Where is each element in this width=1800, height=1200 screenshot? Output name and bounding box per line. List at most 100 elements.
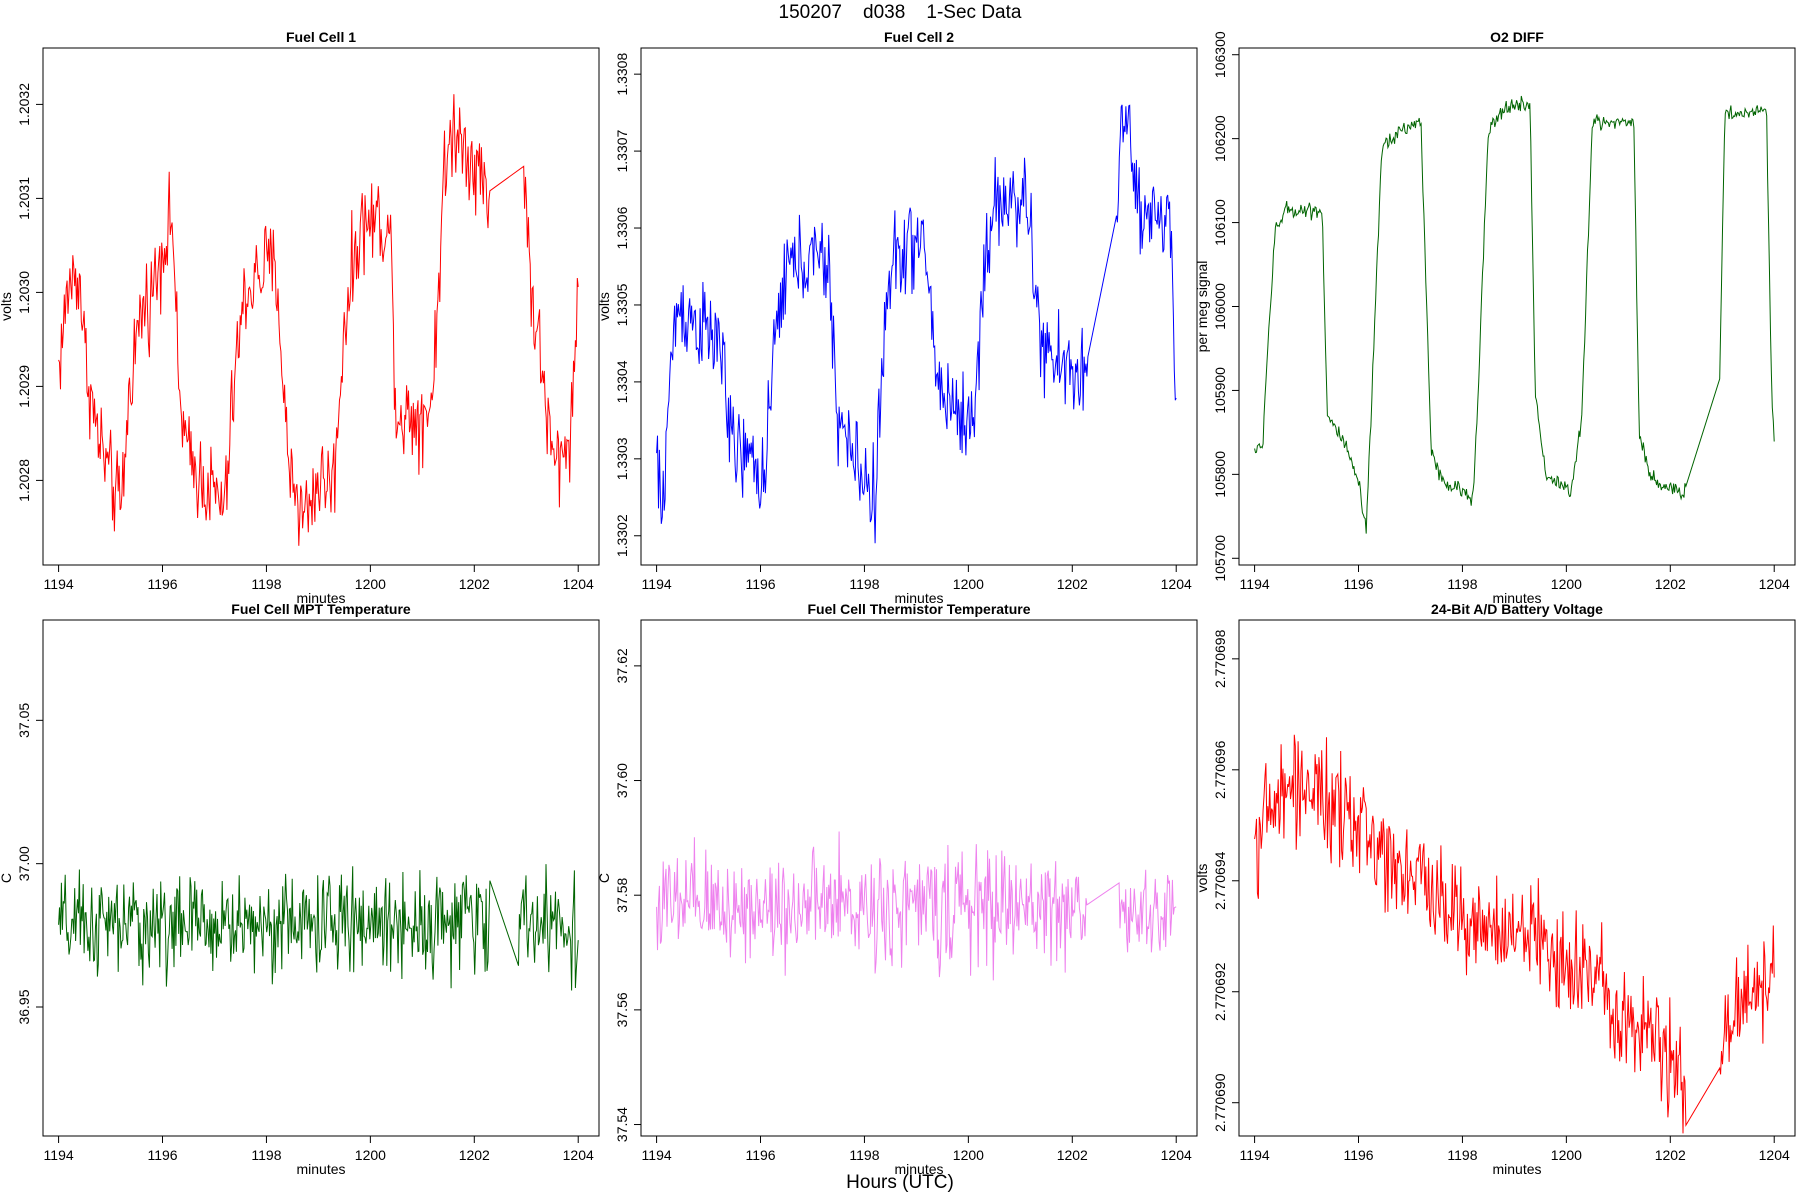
x-tick-label: 1194 [642, 576, 672, 592]
x-tick-label: 1204 [1161, 1147, 1192, 1163]
x-tick-label: 1198 [849, 1147, 879, 1163]
chart-title: Fuel Cell 1 [286, 29, 356, 45]
x-tick-label: 1204 [1759, 576, 1790, 592]
y-tick-label: 2.770696 [1212, 740, 1228, 799]
chart-panel-6: 24-Bit A/D Battery Voltage 1194 1196 1198 12… [1194, 601, 1796, 1177]
x-tick-label: 1200 [953, 1147, 984, 1163]
series-line [1254, 734, 1775, 1134]
x-tick-label: 1204 [1161, 576, 1192, 592]
y-tick-label: 1.3304 [614, 360, 630, 403]
y-tick-label: 1.3306 [614, 206, 630, 249]
y-tick-label: 37.56 [614, 992, 630, 1027]
x-tick-label: 1194 [44, 576, 74, 592]
x-axis-label: minutes [1492, 590, 1541, 606]
chart-title: O2 DIFF [1490, 29, 1544, 45]
y-tick-label: 37.54 [614, 1107, 630, 1142]
plot-frame [42, 47, 600, 566]
x-tick-label: 1196 [147, 576, 177, 592]
chart-panel-4: Fuel Cell MPT Temperature 1194 1196 1198 120… [0, 601, 600, 1177]
y-tick-label: 1.3305 [614, 283, 630, 326]
y-tick-label: 1.3302 [614, 514, 630, 557]
x-tick-label: 1198 [251, 576, 281, 592]
y-tick-label: 105800 [1212, 451, 1228, 498]
y-tick-label: 2.770692 [1212, 962, 1228, 1021]
x-tick-label: 1200 [355, 576, 386, 592]
x-tick-label: 1204 [563, 1147, 594, 1163]
chart-title: Fuel Cell 2 [884, 29, 954, 45]
y-axis-label: volts [0, 292, 14, 321]
y-tick-label: 37.05 [16, 703, 32, 738]
plot-frame [1238, 619, 1796, 1137]
chart-title: Fuel Cell MPT Temperature [231, 601, 411, 617]
chart-panel-2: Fuel Cell 2 1194 1196 1198 1200 1202 1204 minut… [596, 29, 1198, 606]
x-tick-label: 1202 [1057, 576, 1088, 592]
x-tick-label: 1200 [953, 576, 984, 592]
y-axis-label: C [596, 873, 612, 883]
y-tick-label: 105700 [1212, 535, 1228, 582]
y-axis-label: volts [1194, 864, 1210, 893]
x-tick-label: 1202 [459, 1147, 490, 1163]
chart-panel-3: O2 DIFF 1194 1196 1198 1200 1202 1204 minutes 10… [1194, 29, 1796, 606]
x-tick-label: 1200 [355, 1147, 386, 1163]
x-axis-label: minutes [1492, 1161, 1541, 1177]
x-tick-label: 1194 [1240, 1147, 1270, 1163]
y-tick-label: 2.770698 [1212, 629, 1228, 688]
series-line [58, 94, 579, 546]
x-tick-label: 1198 [1447, 576, 1477, 592]
y-tick-label: 2.770690 [1212, 1073, 1228, 1132]
series-line [1254, 95, 1775, 534]
y-tick-label: 106200 [1212, 115, 1228, 162]
x-tick-label: 1196 [745, 1147, 775, 1163]
figure-xlabel: Hours (UTC) [846, 1172, 954, 1193]
y-axis-label: per meg signal [1194, 261, 1210, 353]
x-axis-label: minutes [296, 590, 345, 606]
y-axis-label: volts [596, 292, 612, 321]
series-line [656, 104, 1177, 544]
series-line [58, 864, 579, 991]
y-tick-label: 1.2029 [16, 365, 32, 408]
x-tick-label: 1198 [1447, 1147, 1477, 1163]
x-tick-label: 1202 [1655, 576, 1686, 592]
x-tick-label: 1202 [1057, 1147, 1088, 1163]
x-tick-label: 1200 [1551, 1147, 1582, 1163]
y-tick-label: 2.770694 [1212, 851, 1228, 910]
x-tick-label: 1202 [1655, 1147, 1686, 1163]
y-tick-label: 1.3307 [614, 129, 630, 172]
chart-panel-5: Fuel Cell Thermistor Temperature 1194 1196… [596, 601, 1198, 1177]
figure-title: 150207 d038 1-Sec Data [778, 2, 1022, 23]
x-tick-label: 1194 [1240, 576, 1270, 592]
x-tick-label: 1194 [642, 1147, 672, 1163]
y-tick-label: 37.00 [16, 846, 32, 881]
y-tick-label: 1.2031 [16, 177, 32, 220]
y-tick-label: 1.2030 [16, 271, 32, 314]
x-tick-label: 1204 [563, 576, 594, 592]
plot-frame [1238, 47, 1796, 566]
x-tick-label: 1196 [1343, 1147, 1373, 1163]
chart-panel-1: Fuel Cell 1 1194 1196 1198 1200 1202 1204 minut… [0, 29, 600, 606]
y-tick-label: 37.60 [614, 763, 630, 798]
y-tick-label: 106300 [1212, 31, 1228, 78]
y-tick-label: 1.3308 [614, 53, 630, 96]
y-tick-label: 37.58 [614, 877, 630, 912]
x-tick-label: 1194 [44, 1147, 74, 1163]
y-axis-label: C [0, 873, 14, 883]
plot-frame [640, 47, 1198, 566]
x-tick-label: 1200 [1551, 576, 1582, 592]
x-tick-label: 1198 [251, 1147, 281, 1163]
y-tick-label: 1.2032 [16, 83, 32, 126]
y-tick-label: 37.62 [614, 648, 630, 683]
series-line [656, 831, 1177, 981]
plot-frame [42, 619, 600, 1137]
y-tick-label: 106100 [1212, 199, 1228, 246]
x-tick-label: 1196 [745, 576, 775, 592]
y-tick-label: 1.2028 [16, 459, 32, 502]
x-axis-label: minutes [296, 1161, 345, 1177]
x-axis-label: minutes [894, 1161, 943, 1177]
y-tick-label: 36.95 [16, 989, 32, 1024]
x-tick-label: 1202 [459, 576, 490, 592]
x-tick-label: 1196 [147, 1147, 177, 1163]
y-tick-label: 1.3303 [614, 437, 630, 480]
x-tick-label: 1196 [1343, 576, 1373, 592]
y-tick-label: 105900 [1212, 367, 1228, 414]
